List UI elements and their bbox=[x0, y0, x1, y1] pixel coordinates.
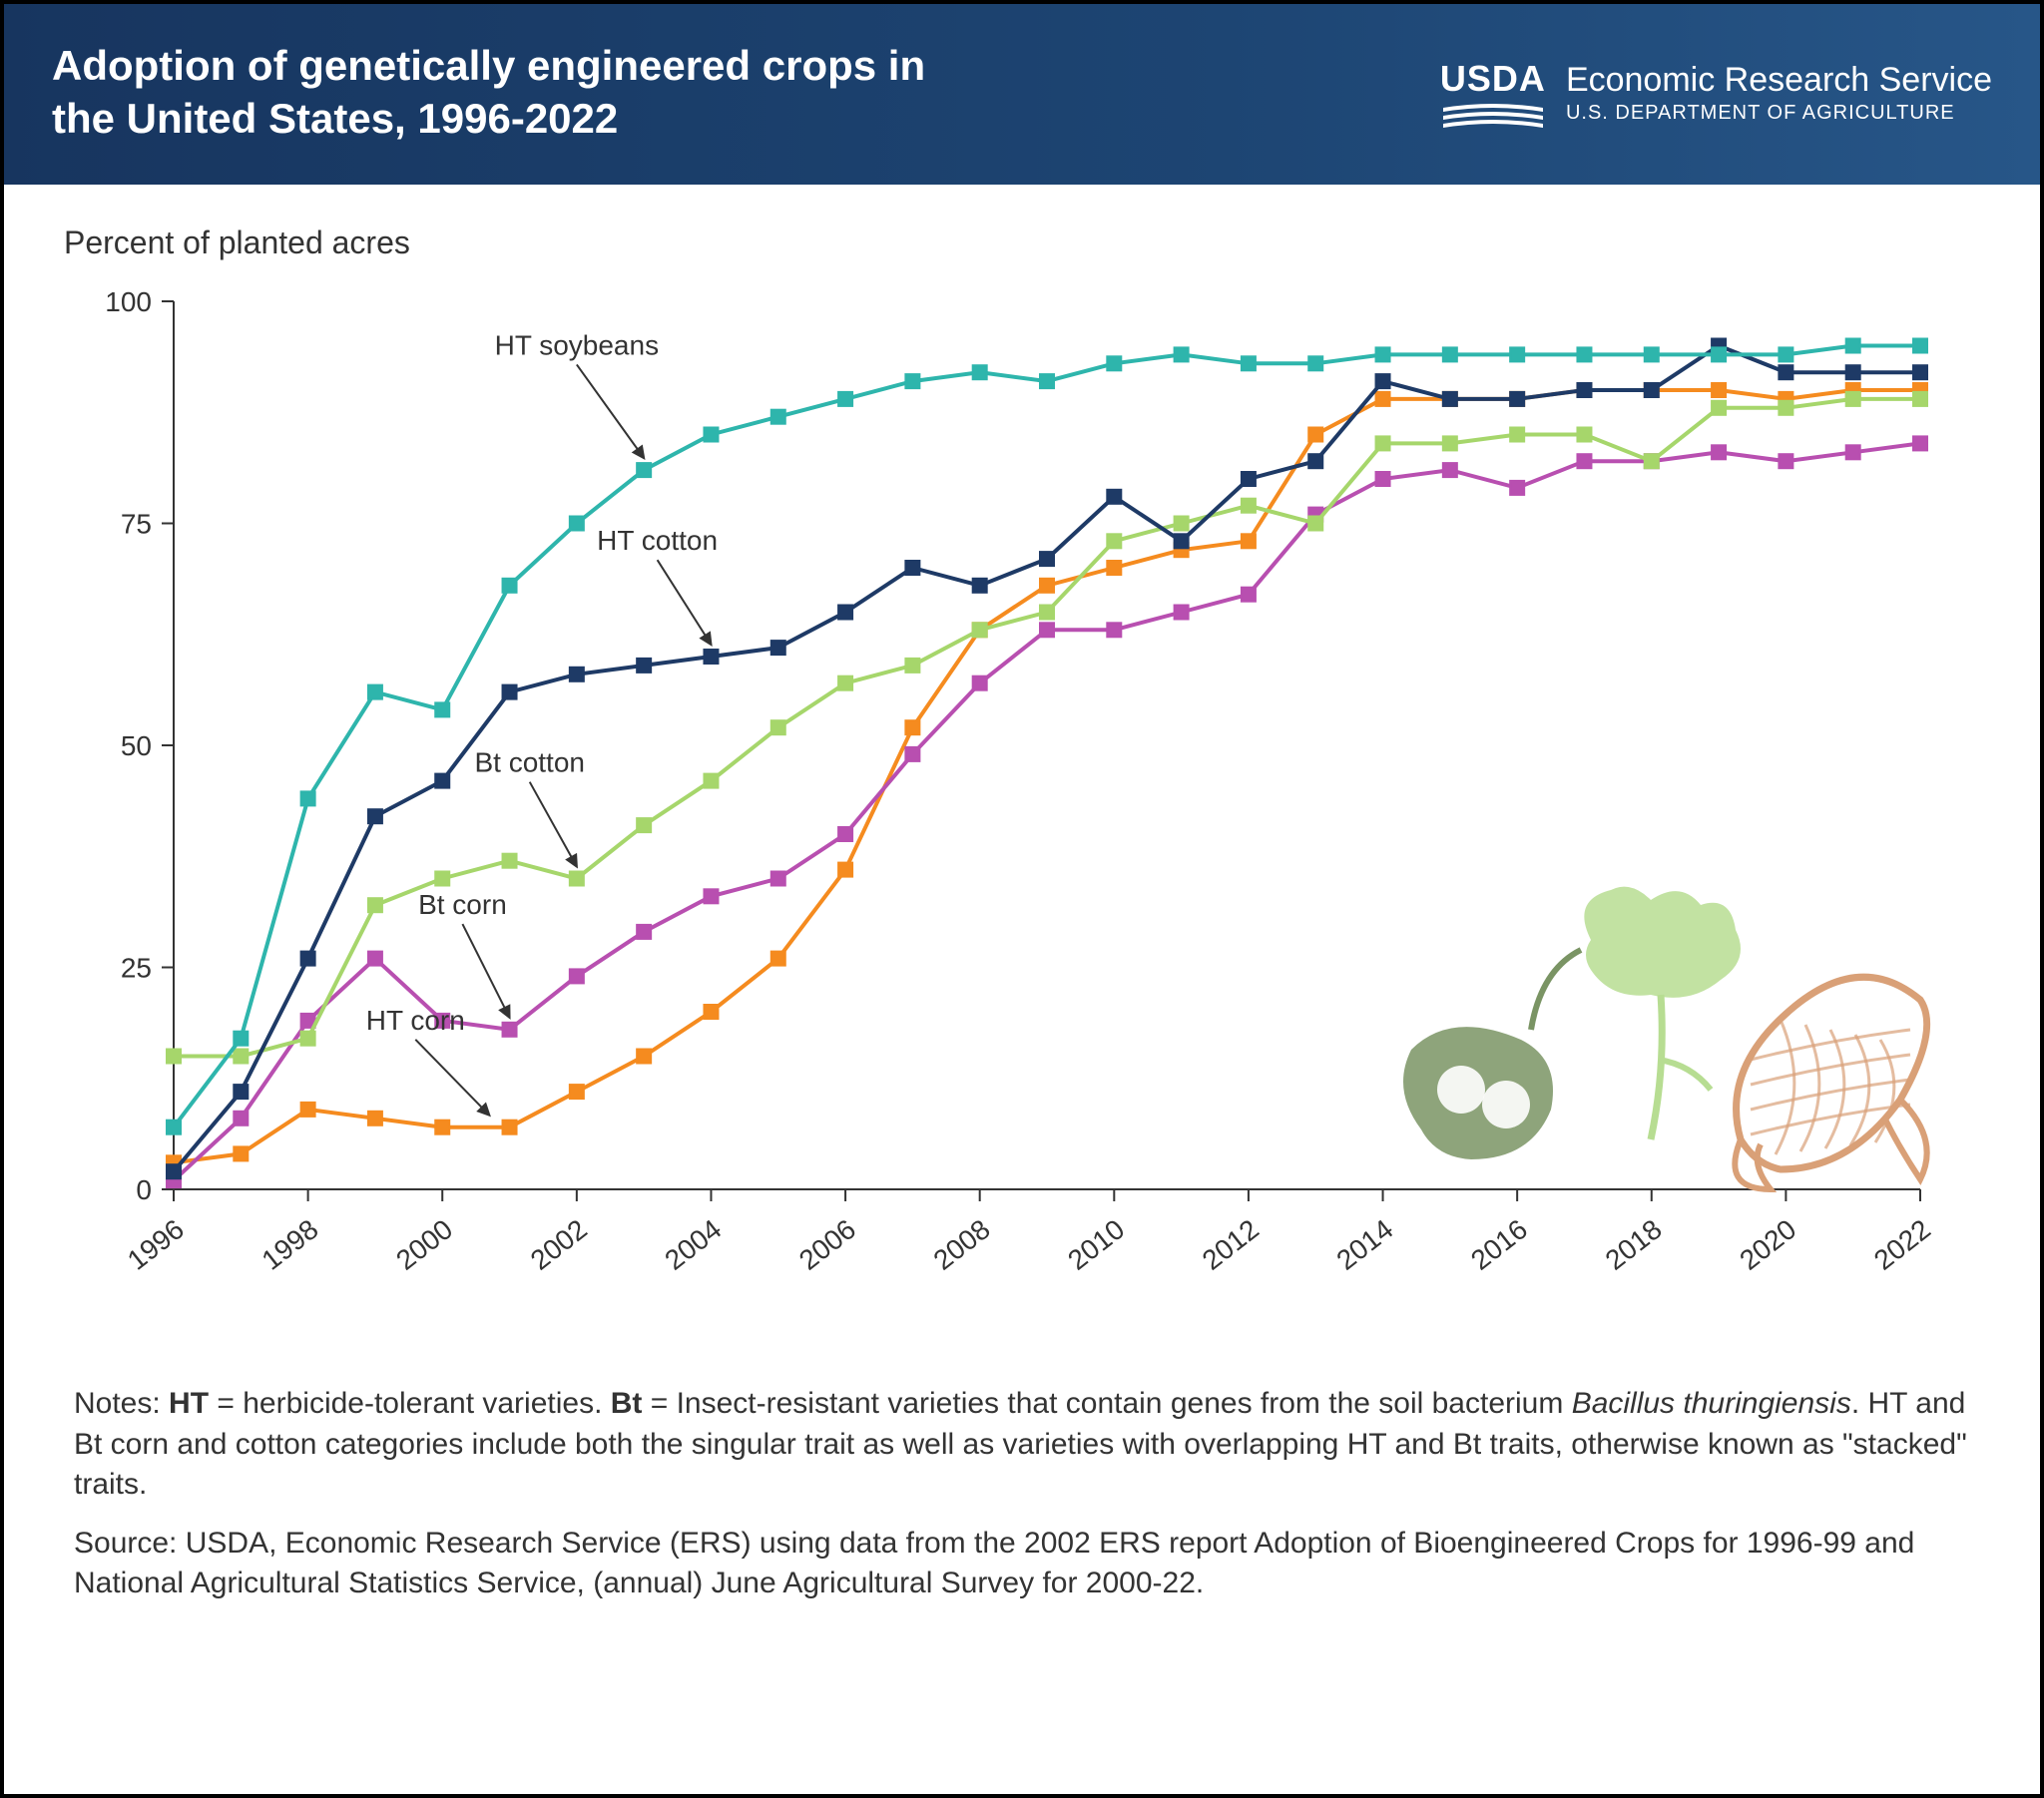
svg-text:2020: 2020 bbox=[1734, 1213, 1801, 1276]
chart-area: Percent of planted acres 0 25 50 75 100 1996 1… bbox=[4, 185, 2040, 1364]
svg-text:1998: 1998 bbox=[256, 1213, 323, 1276]
chart-title: Adoption of genetically engineered crops… bbox=[52, 40, 950, 145]
svg-text:0: 0 bbox=[136, 1174, 152, 1205]
svg-text:100: 100 bbox=[105, 286, 152, 317]
usda-logo-block: USDA Economic Research Service U.S. DEPA… bbox=[1440, 58, 1992, 128]
svg-text:2012: 2012 bbox=[1197, 1213, 1265, 1276]
annotation-ht_cotton: HT cotton bbox=[597, 525, 718, 556]
svg-text:25: 25 bbox=[121, 953, 152, 984]
notes-block: Notes: HT = herbicide-tolerant varieties… bbox=[4, 1364, 2040, 1652]
annotation-bt_corn: Bt corn bbox=[418, 889, 507, 920]
svg-text:2014: 2014 bbox=[1330, 1213, 1398, 1276]
annotation-ht_corn: HT corn bbox=[366, 1005, 465, 1036]
svg-text:1996: 1996 bbox=[122, 1213, 190, 1276]
line-chart: 0 25 50 75 100 1996 1998 2000 2002 2004 2006 2008 20… bbox=[64, 281, 1980, 1339]
svg-text:2002: 2002 bbox=[525, 1213, 593, 1276]
svg-text:50: 50 bbox=[121, 730, 152, 761]
notes-definitions: Notes: HT = herbicide-tolerant varieties… bbox=[74, 1384, 1970, 1506]
y-axis-title: Percent of planted acres bbox=[64, 225, 1980, 261]
notes-bt-label: Bt bbox=[611, 1387, 643, 1420]
svg-text:2000: 2000 bbox=[390, 1213, 458, 1276]
svg-text:2008: 2008 bbox=[928, 1213, 996, 1276]
svg-text:2006: 2006 bbox=[793, 1213, 861, 1276]
svg-text:75: 75 bbox=[121, 509, 152, 540]
svg-text:2018: 2018 bbox=[1600, 1213, 1668, 1276]
notes-ht-def: = herbicide-tolerant varieties. bbox=[209, 1387, 611, 1420]
figure-container: Adoption of genetically engineered crops… bbox=[0, 0, 2044, 1798]
annotation-bt_cotton: Bt cotton bbox=[474, 747, 585, 778]
series-ht_cotton bbox=[174, 346, 1920, 1172]
notes-source: Source: USDA, Economic Research Service … bbox=[74, 1524, 1970, 1604]
usda-label: USDA bbox=[1440, 58, 1546, 100]
ers-sub-label: U.S. DEPARTMENT OF AGRICULTURE bbox=[1566, 101, 1992, 125]
svg-text:2004: 2004 bbox=[659, 1213, 727, 1276]
ers-main-label: Economic Research Service bbox=[1566, 60, 1992, 101]
header: Adoption of genetically engineered crops… bbox=[4, 4, 2040, 185]
notes-bt-def: = Insect-resistant varieties that contai… bbox=[642, 1387, 1571, 1420]
notes-ht-label: HT bbox=[169, 1387, 209, 1420]
svg-text:2016: 2016 bbox=[1465, 1213, 1533, 1276]
notes-bacterium: Bacillus thuringiensis bbox=[1572, 1387, 1851, 1420]
svg-text:2022: 2022 bbox=[1868, 1213, 1936, 1276]
usda-logo: USDA bbox=[1440, 58, 1546, 128]
chart-svg-wrap: 0 25 50 75 100 1996 1998 2000 2002 2004 2006 2008 20… bbox=[64, 281, 1980, 1344]
usda-stripes-icon bbox=[1443, 104, 1543, 128]
ers-text-block: Economic Research Service U.S. DEPARTMEN… bbox=[1566, 60, 1992, 125]
svg-text:2010: 2010 bbox=[1062, 1213, 1130, 1276]
notes-prefix: Notes: bbox=[74, 1387, 169, 1420]
crop-icons bbox=[1403, 887, 1927, 1189]
annotation-ht_soybeans: HT soybeans bbox=[495, 329, 659, 360]
